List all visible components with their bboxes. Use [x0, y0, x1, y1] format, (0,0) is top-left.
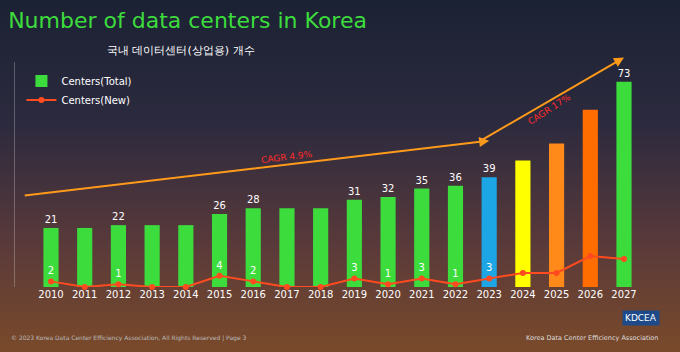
svg-text:Centers(Total): Centers(Total) [61, 76, 131, 87]
svg-text:2026: 2026 [578, 289, 603, 300]
svg-text:2018: 2018 [308, 289, 333, 300]
svg-text:2021: 2021 [409, 289, 434, 300]
svg-text:2: 2 [48, 265, 54, 276]
svg-text:2010: 2010 [38, 289, 63, 300]
svg-text:Centers(New): Centers(New) [61, 95, 130, 106]
svg-text:3: 3 [486, 262, 492, 273]
svg-text:CAGR 17%: CAGR 17% [526, 92, 572, 127]
svg-text:2019: 2019 [342, 289, 367, 300]
svg-text:KDCEA: KDCEA [625, 313, 657, 323]
svg-text:22: 22 [112, 211, 125, 222]
svg-text:21: 21 [45, 214, 58, 225]
svg-text:2023: 2023 [476, 289, 501, 300]
svg-text:2011: 2011 [72, 289, 97, 300]
svg-text:31: 31 [348, 186, 361, 197]
svg-text:CAGR 4.9%: CAGR 4.9% [261, 149, 314, 165]
svg-text:3: 3 [419, 262, 425, 273]
svg-text:2015: 2015 [207, 289, 232, 300]
svg-text:2024: 2024 [510, 289, 535, 300]
svg-text:36: 36 [449, 172, 462, 183]
svg-text:4: 4 [216, 260, 222, 271]
svg-text:국내 데이터센터(상업용) 개수: 국내 데이터센터(상업용) 개수 [107, 44, 255, 57]
svg-text:26: 26 [213, 200, 226, 211]
svg-text:2027: 2027 [611, 289, 636, 300]
svg-text:39: 39 [483, 163, 496, 174]
svg-text:1: 1 [385, 268, 391, 279]
svg-text:© 2023 Korea Data Center Effic: © 2023 Korea Data Center Efficiency Asso… [11, 334, 246, 342]
svg-text:2020: 2020 [375, 289, 400, 300]
svg-text:2013: 2013 [139, 289, 164, 300]
svg-text:1: 1 [115, 268, 121, 279]
svg-text:32: 32 [382, 183, 395, 194]
svg-text:3: 3 [351, 262, 357, 273]
svg-text:2012: 2012 [106, 289, 131, 300]
svg-text:2016: 2016 [241, 289, 266, 300]
svg-text:2025: 2025 [544, 289, 569, 300]
svg-text:35: 35 [415, 175, 428, 186]
svg-text:73: 73 [618, 68, 631, 79]
svg-text:28: 28 [247, 194, 260, 205]
svg-text:Korea Data Center Efficiency A: Korea Data Center Efficiency Association [526, 334, 658, 342]
svg-text:2017: 2017 [274, 289, 299, 300]
svg-text:2: 2 [250, 265, 256, 276]
svg-text:Number of data centers in Kore: Number of data centers in Korea [8, 8, 367, 33]
svg-text:2014: 2014 [173, 289, 198, 300]
svg-text:1: 1 [452, 268, 458, 279]
svg-text:2022: 2022 [443, 289, 468, 300]
